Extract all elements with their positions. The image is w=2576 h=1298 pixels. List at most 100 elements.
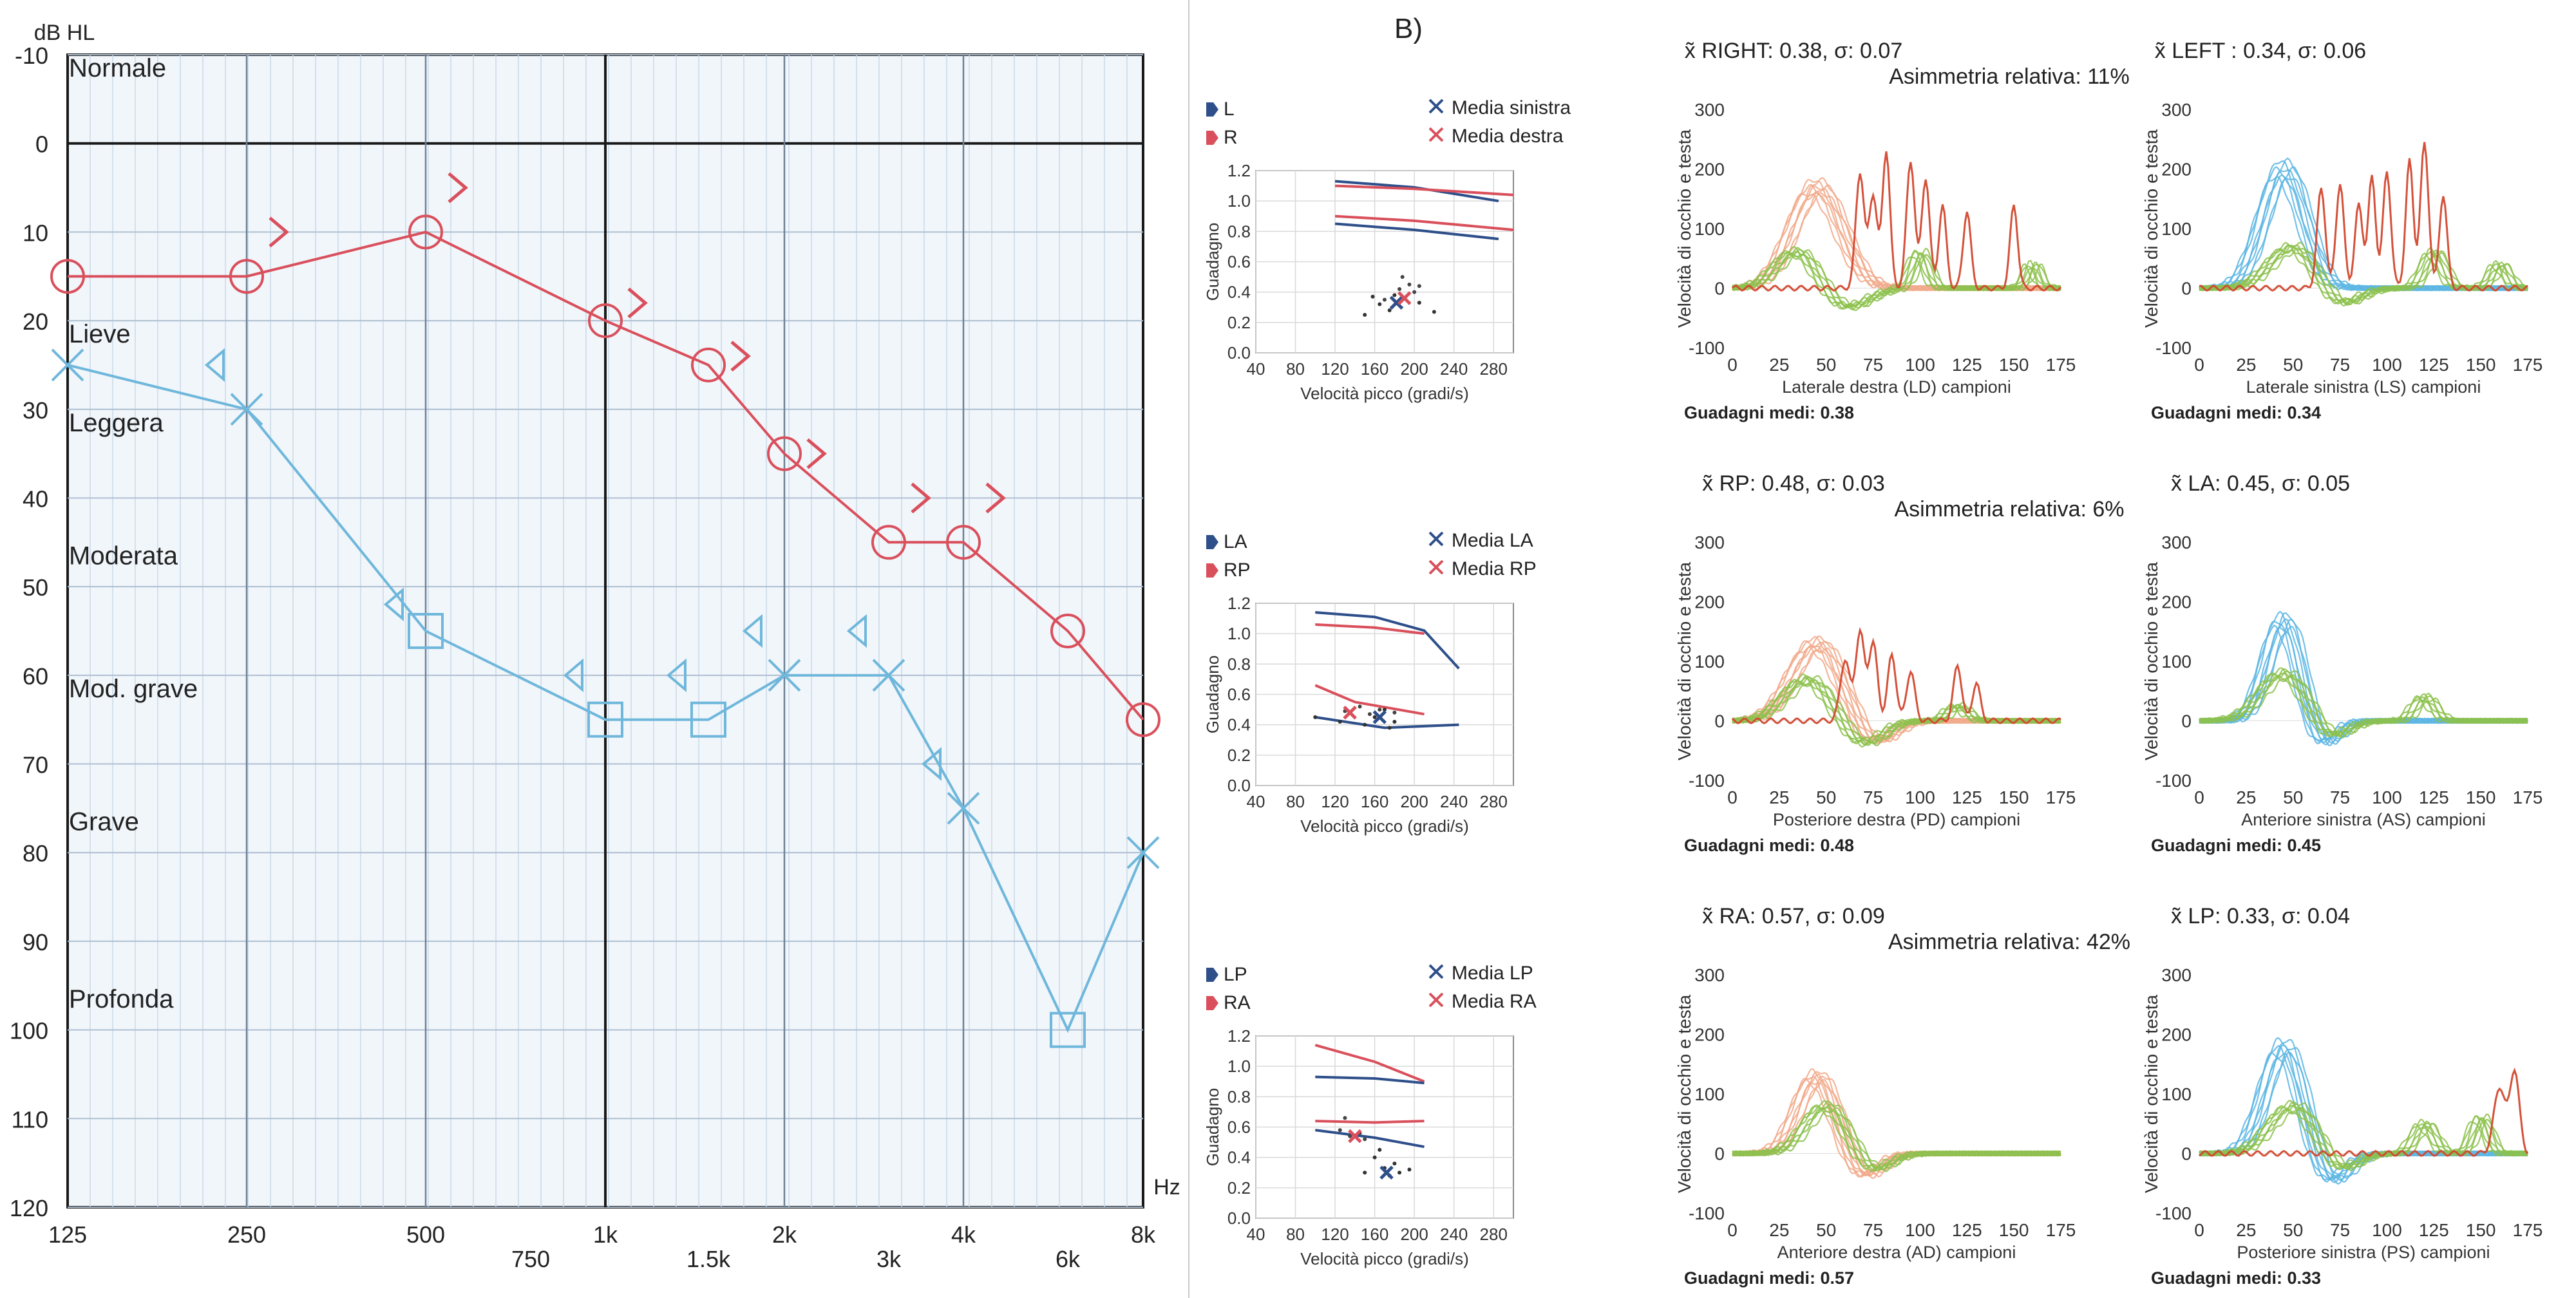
gain-point-left (1363, 313, 1367, 317)
trace-y-tick-label: -100 (1689, 338, 1725, 358)
zone-label: Normale (69, 54, 166, 82)
trace-x-tick-label: 50 (1816, 1220, 1836, 1240)
scatter-x-tick-label: 80 (1286, 359, 1305, 379)
trace-head-line (2199, 160, 2528, 292)
row-header-right-stat: x̃ RP: 0.48, σ: 0.03 (1702, 471, 1885, 496)
trace-mean-gain: Guadagni medi: 0.33 (2151, 1268, 2321, 1288)
legend-right-swatch-icon (1206, 563, 1218, 578)
x-tick-label-mid: 1.5k (687, 1246, 731, 1272)
trace-y-tick-label: 0 (1714, 1144, 1725, 1164)
trace-x-tick-label: 25 (2236, 355, 2256, 375)
zone-label: Grave (69, 807, 139, 836)
scatter-y-axis-label: Guadagno (1203, 223, 1222, 301)
bone-left-marker (383, 587, 404, 622)
trace-eye-line (1732, 1107, 2061, 1171)
trace-x-tick-label: 100 (1905, 787, 1935, 807)
gain-regression-line (1315, 1075, 1425, 1085)
legend-left-swatch-icon (1206, 968, 1218, 982)
bone-right-marker (911, 482, 931, 514)
trace-y-tick-label: 100 (1694, 219, 1725, 239)
gain-point-left (1338, 719, 1342, 724)
trace-x-tick-label: 50 (1816, 787, 1836, 807)
scatter-legend: LA RP Media LA Media RP (1206, 530, 1537, 581)
legend-mean-right-x-icon (1428, 992, 1444, 1008)
left-ear-square-marker (690, 701, 726, 738)
gain-point-left (1378, 302, 1382, 306)
trace-y-axis-label: Velocità di occhio e testa (2141, 129, 2161, 328)
trace-y-tick-label: 300 (1694, 532, 1725, 552)
scatter-y-tick-label: 0.8 (1227, 221, 1251, 241)
y-tick-label: 120 (10, 1195, 48, 1221)
trace-head-line (1732, 192, 2061, 292)
trace-x-axis-label: Posteriore destra (PD) campioni (1773, 810, 2020, 829)
scatter-y-tick-label: 1.0 (1227, 1057, 1251, 1076)
trace-x-tick-label: 125 (2419, 355, 2449, 375)
bone-left-marker (563, 658, 583, 693)
scatter-x-tick-label: 160 (1361, 792, 1388, 811)
trace-x-tick-label: 50 (1816, 355, 1836, 375)
row-header-left-stat: x̃ LA: 0.45, σ: 0.05 (2171, 471, 2350, 496)
trace-eye-line (1732, 252, 2061, 309)
row-asymmetry: Asimmetria relativa: 11% (1889, 64, 2130, 89)
scatter-y-tick-label: 0.4 (1227, 715, 1251, 735)
gain-regression-line (1315, 1120, 1425, 1124)
trace-x-tick-label: 150 (2466, 1220, 2496, 1240)
scatter-x-tick-label: 200 (1400, 359, 1428, 379)
trace-head-line (1732, 191, 2061, 292)
trace-x-tick-label: 150 (2466, 355, 2496, 375)
row-asymmetry: Asimmetria relativa: 42% (1888, 930, 2130, 954)
trace-x-tick-label: 0 (1727, 1220, 1738, 1240)
trace-y-tick-label: -100 (2155, 338, 2192, 358)
gain-point-right (1343, 1116, 1347, 1120)
trace-x-tick-label: 150 (1999, 355, 2029, 375)
trace-x-tick-label: 100 (2372, 355, 2402, 375)
scatter-y-tick-label: 0.6 (1227, 1118, 1251, 1137)
trace-x-tick-label: 175 (2513, 1220, 2543, 1240)
trace-y-tick-label: 100 (1694, 1084, 1725, 1104)
scatter-y-tick-label: 0.0 (1227, 776, 1251, 795)
gain-point-right (1378, 708, 1382, 712)
legend-mean-right-x-icon (1428, 560, 1444, 575)
scatter-y-tick-label: 0.6 (1227, 252, 1251, 272)
scatter-y-axis-label: Guadagno (1203, 1088, 1222, 1166)
scatter-y-tick-label: 0.6 (1227, 685, 1251, 704)
y-tick-label: 100 (10, 1018, 48, 1044)
scatter-x-tick-label: 240 (1440, 359, 1468, 379)
legend-mean-right-label: Media RA (1452, 991, 1537, 1012)
legend-right-swatch-icon (1206, 996, 1218, 1010)
right-ear-circle-marker (691, 347, 726, 382)
trace-eye-line (1732, 1107, 2061, 1171)
trace-head-line (1732, 176, 2061, 292)
gain-point-left (1370, 294, 1375, 299)
gain-point-left (1372, 1155, 1377, 1160)
trace-head-line (1732, 193, 2061, 292)
y-tick-label: 60 (23, 663, 48, 690)
x-tick-label: 8k (1131, 1221, 1156, 1248)
legend-mean-left-x-icon (1428, 99, 1444, 114)
gain-point-left (1387, 308, 1392, 312)
right-ear-circle-marker (229, 259, 264, 294)
trace-y-tick-label: 100 (2161, 652, 2192, 672)
trace-x-tick-label: 50 (2283, 355, 2303, 375)
trace-x-tick-label: 150 (2466, 787, 2496, 807)
trace-mean-gain: Guadagni medi: 0.45 (2151, 836, 2321, 855)
trace-eye-line (2199, 668, 2528, 739)
gain-point-right (1412, 290, 1417, 294)
left-ear-x-marker (230, 393, 263, 426)
gain-regression-line (1315, 623, 1425, 635)
trace-y-tick-label: 0 (2181, 711, 2192, 731)
gain-point-left (1372, 715, 1377, 719)
trace-mean-gain: Guadagni medi: 0.34 (2151, 403, 2321, 422)
legend-left-label: L (1224, 99, 1235, 120)
legend-right-label: RP (1224, 560, 1251, 581)
trace-y-tick-label: -100 (1689, 771, 1725, 791)
trace-eye-line (1732, 251, 2061, 308)
gain-point-left (1313, 715, 1318, 719)
bone-left-marker (742, 614, 762, 648)
x-tick-label: 250 (227, 1221, 266, 1248)
scatter-x-tick-label: 280 (1480, 1225, 1508, 1244)
gain-regression-line (1315, 611, 1460, 670)
